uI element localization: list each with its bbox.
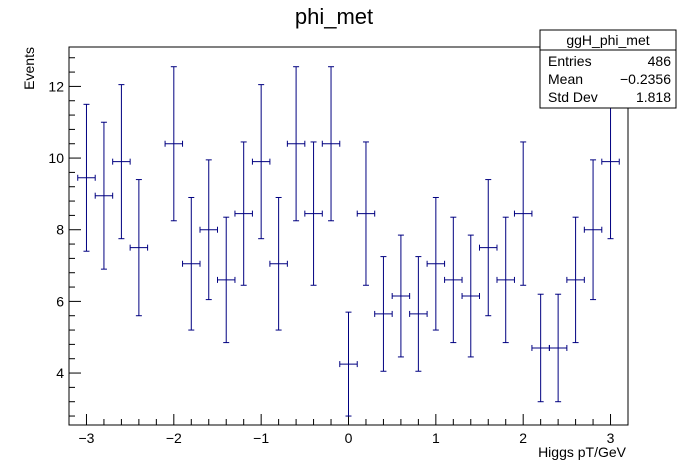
y-tick-label: 6 xyxy=(56,293,64,309)
x-tick-label: −2 xyxy=(166,430,182,446)
x-tick-label: 0 xyxy=(345,430,353,446)
stats-mean-label: Mean xyxy=(548,71,583,87)
stats-box: ggH_phi_met Entries 486 Mean −0.2356 Std… xyxy=(539,29,677,109)
stats-stddev-value: 1.818 xyxy=(636,89,671,105)
x-tick-label: 2 xyxy=(519,430,527,446)
y-tick-label: 8 xyxy=(56,222,64,238)
stats-box-title: ggH_phi_met xyxy=(566,32,649,48)
y-axis-label: Events xyxy=(21,47,37,90)
stats-stddev-label: Std Dev xyxy=(548,89,598,105)
stats-entries-value: 486 xyxy=(648,53,672,69)
data-points xyxy=(77,66,620,417)
x-axis: −3 −2 −1 0 1 2 3 xyxy=(68,414,629,446)
chart-title: phi_met xyxy=(295,4,373,29)
y-tick-label: 4 xyxy=(56,365,64,381)
stats-entries-label: Entries xyxy=(548,53,592,69)
y-tick-label: 12 xyxy=(48,78,64,94)
x-tick-label: 3 xyxy=(607,430,615,446)
stats-mean-value: −0.2356 xyxy=(620,71,671,87)
x-tick-label: 1 xyxy=(432,430,440,446)
x-axis-label: Higgs pT/GeV xyxy=(538,444,627,460)
x-tick-label: −3 xyxy=(78,430,94,446)
x-tick-label: −1 xyxy=(253,430,269,446)
y-axis: 4 6 8 10 12 xyxy=(48,57,81,417)
y-tick-label: 10 xyxy=(48,150,64,166)
